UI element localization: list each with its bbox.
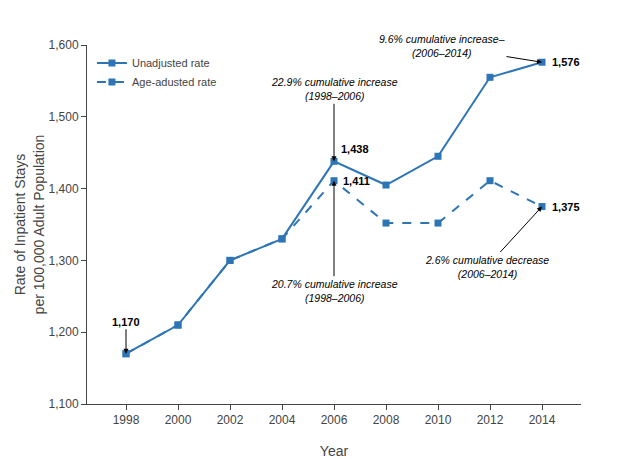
svg-text:1,411: 1,411	[343, 175, 370, 187]
svg-text:1,100: 1,100	[49, 397, 79, 411]
svg-text:2002: 2002	[217, 413, 244, 427]
svg-text:2012: 2012	[477, 413, 504, 427]
svg-text:1,300: 1,300	[49, 254, 79, 268]
svg-text:1,600: 1,600	[49, 38, 79, 52]
svg-text:1,200: 1,200	[49, 325, 79, 339]
svg-text:2.6% cumulative decrease(2006–: 2.6% cumulative decrease(2006–2014)	[425, 254, 549, 280]
svg-text:Rate of Inpatient Staysper 100: Rate of Inpatient Staysper 100,000 Adult…	[12, 135, 46, 315]
svg-text:2000: 2000	[165, 413, 192, 427]
svg-text:1998: 1998	[113, 413, 140, 427]
svg-text:22.9% cumulative increase(1998: 22.9% cumulative increase(1998–2006)	[271, 76, 398, 102]
svg-text:1,400: 1,400	[49, 182, 79, 196]
svg-text:Year: Year	[320, 443, 349, 459]
svg-text:1,500: 1,500	[49, 110, 79, 124]
svg-text:Unadjusted rate: Unadjusted rate	[132, 57, 210, 69]
svg-text:1,375: 1,375	[552, 201, 580, 213]
svg-text:1,438: 1,438	[341, 143, 369, 155]
svg-text:Age-adusted rate: Age-adusted rate	[132, 76, 216, 88]
svg-text:2006: 2006	[321, 413, 348, 427]
svg-text:20.7% cumulative increase(1998: 20.7% cumulative increase(1998–2006)	[271, 278, 398, 304]
svg-text:2014: 2014	[529, 413, 556, 427]
svg-text:2004: 2004	[269, 413, 296, 427]
svg-text:1,170: 1,170	[112, 316, 140, 328]
svg-text:9.6% cumulative increase–(2006: 9.6% cumulative increase–(2006–2014)	[379, 33, 505, 59]
svg-text:1,576: 1,576	[552, 56, 580, 68]
svg-text:2008: 2008	[373, 413, 400, 427]
svg-text:2010: 2010	[425, 413, 452, 427]
